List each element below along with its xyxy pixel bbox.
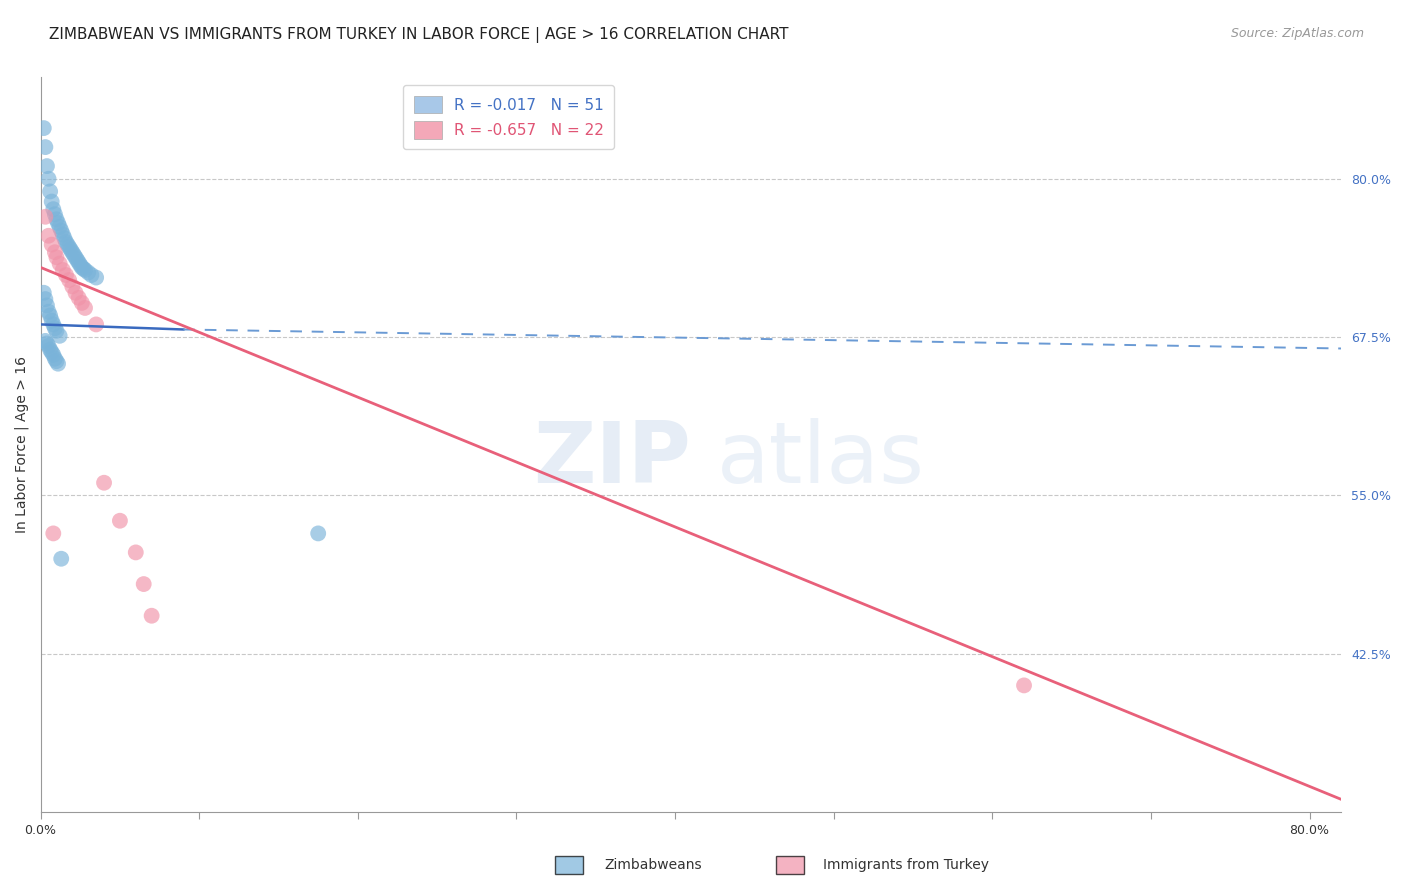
Point: [42, 318, 65, 332]
Text: atlas: atlas: [717, 418, 925, 501]
Point: [60, 245, 83, 260]
Point: [41, 237, 63, 252]
Point: [53, 231, 76, 245]
Point: [38, 339, 60, 353]
Point: [35, 336, 58, 351]
Point: [45, 354, 67, 368]
Point: [42, 202, 65, 216]
Point: [34, 292, 56, 306]
Point: [44, 245, 66, 260]
Point: [48, 219, 70, 234]
Point: [32, 285, 55, 300]
Point: [55, 268, 77, 282]
Point: [34, 334, 56, 348]
Point: [51, 551, 73, 566]
Point: [63, 248, 86, 262]
Point: [51, 224, 73, 238]
Point: [35, 159, 58, 173]
Point: [45, 324, 67, 338]
Text: ZIMBABWEAN VS IMMIGRANTS FROM TURKEY IN LABOR FORCE | AGE > 16 CORRELATION CHART: ZIMBABWEAN VS IMMIGRANTS FROM TURKEY IN …: [49, 27, 789, 43]
Text: Immigrants from Turkey: Immigrants from Turkey: [823, 858, 988, 872]
Point: [1012, 678, 1035, 692]
Point: [42, 348, 65, 362]
Point: [34, 140, 56, 154]
Point: [69, 258, 91, 272]
Point: [41, 194, 63, 209]
Point: [125, 545, 148, 559]
Point: [44, 321, 66, 335]
Point: [34, 210, 56, 224]
Y-axis label: In Labor Force | Age > 16: In Labor Force | Age > 16: [15, 356, 30, 533]
Point: [46, 357, 69, 371]
Point: [55, 235, 77, 249]
Point: [84, 318, 107, 332]
Point: [32, 121, 55, 136]
Point: [93, 475, 115, 490]
Point: [70, 296, 93, 310]
Point: [56, 237, 79, 252]
Point: [35, 298, 58, 312]
Point: [65, 250, 87, 264]
Point: [42, 526, 65, 541]
Point: [58, 240, 80, 254]
Point: [80, 268, 103, 282]
Text: Zimbabweans: Zimbabweans: [605, 858, 702, 872]
Point: [52, 227, 75, 242]
Point: [65, 285, 87, 300]
Point: [58, 273, 80, 287]
Text: ZIP: ZIP: [533, 418, 690, 501]
Point: [38, 228, 60, 243]
Point: [132, 577, 155, 591]
Point: [52, 263, 75, 277]
Point: [38, 305, 60, 319]
Point: [45, 250, 67, 264]
Point: [84, 270, 107, 285]
Point: [41, 345, 63, 359]
Point: [48, 328, 70, 343]
Point: [77, 265, 100, 279]
Point: [67, 291, 90, 305]
Point: [70, 260, 93, 275]
Point: [72, 261, 94, 276]
Point: [307, 526, 329, 541]
Point: [38, 171, 60, 186]
Point: [66, 252, 89, 267]
Text: Source: ZipAtlas.com: Source: ZipAtlas.com: [1230, 27, 1364, 40]
Point: [45, 212, 67, 227]
Point: [48, 257, 70, 271]
Point: [108, 514, 131, 528]
Point: [67, 255, 90, 269]
Point: [46, 216, 69, 230]
Point: [141, 608, 163, 623]
Point: [39, 343, 62, 357]
Point: [39, 185, 62, 199]
Point: [39, 309, 62, 323]
Point: [73, 301, 96, 315]
Point: [73, 263, 96, 277]
Point: [41, 313, 63, 327]
Point: [60, 279, 83, 293]
Point: [59, 243, 82, 257]
Point: [44, 207, 66, 221]
Legend: R = -0.017   N = 51, R = -0.657   N = 22: R = -0.017 N = 51, R = -0.657 N = 22: [404, 85, 614, 149]
Point: [44, 351, 66, 366]
